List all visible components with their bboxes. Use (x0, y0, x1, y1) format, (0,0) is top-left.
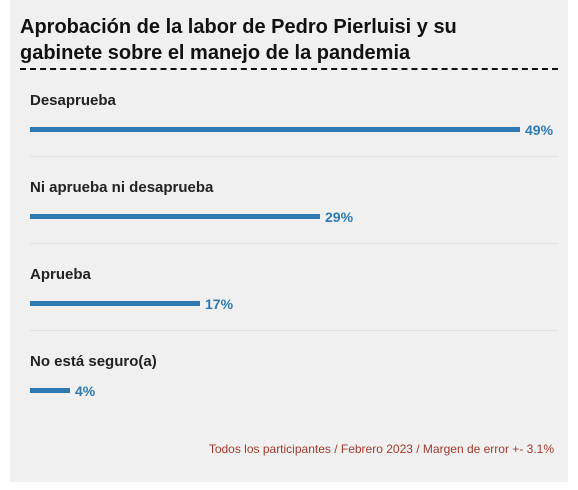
chart-footnote: Todos los participantes / Febrero 2023 /… (208, 442, 554, 456)
bar-list: Desaprueba 49% Ni aprueba ni desaprueba 29%… (30, 70, 558, 417)
chart-title: Aprobación de la labor de Pedro Pierluis… (20, 16, 457, 64)
category-label: Ni aprueba ni desaprueba (30, 179, 214, 196)
title-divider (20, 68, 558, 70)
bar-row: Ni aprueba ni desaprueba 29% (30, 157, 558, 244)
bar (30, 127, 520, 132)
value-label: 49% (525, 122, 554, 138)
bar (30, 301, 200, 306)
category-label: Desaprueba (30, 92, 116, 109)
bar (30, 214, 320, 219)
bar-row: Desaprueba 49% (30, 70, 558, 157)
value-label: 29% (325, 209, 354, 225)
category-label: Aprueba (30, 266, 91, 283)
value-label: 17% (205, 296, 234, 312)
bar (30, 388, 70, 393)
value-label: 4% (75, 383, 96, 399)
bar-row: Aprueba 17% (30, 244, 558, 331)
bar-row: No está seguro(a) 4% (30, 331, 558, 417)
category-label: No está seguro(a) (30, 353, 157, 370)
chart-card: Aprobación de la labor de Pedro Pierluis… (10, 0, 568, 482)
